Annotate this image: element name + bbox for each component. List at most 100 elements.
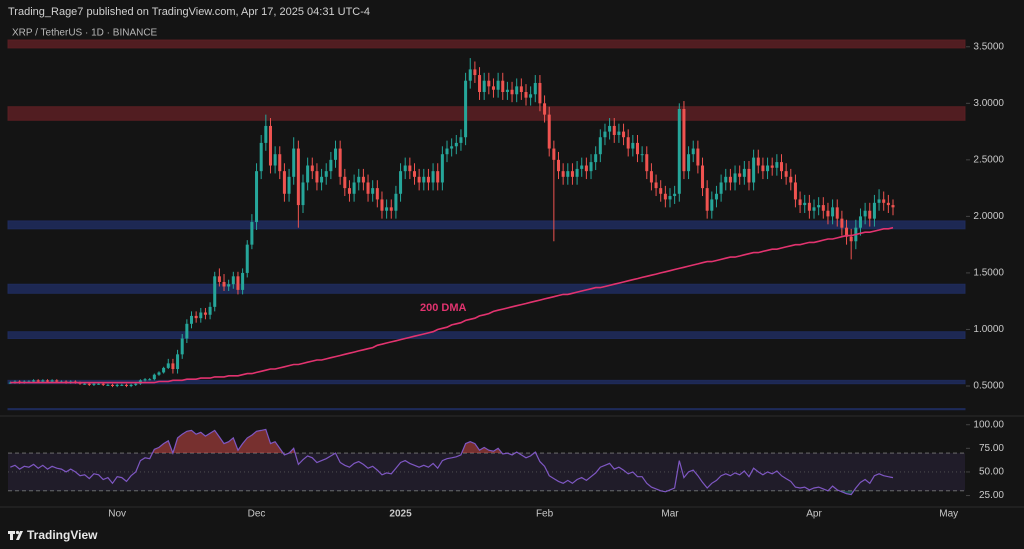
candle-body — [626, 137, 630, 149]
candle-body — [603, 131, 607, 138]
candle-body — [394, 193, 398, 211]
candle-body — [36, 380, 40, 382]
candle-body — [454, 142, 458, 147]
candle-body — [259, 142, 263, 172]
candle-body — [491, 86, 495, 90]
candle-body — [826, 210, 830, 217]
candle-body — [459, 137, 463, 143]
candle-body — [152, 374, 156, 380]
candle-body — [375, 188, 379, 200]
price-pane: 200 DMA — [7, 39, 966, 411]
candle-body — [264, 125, 268, 143]
candle-body — [608, 125, 612, 132]
candle-body — [111, 384, 115, 386]
candle-body — [371, 188, 375, 194]
candle-body — [868, 210, 872, 219]
candle-body — [529, 94, 533, 98]
candle-body — [882, 199, 886, 203]
candle-body — [519, 86, 523, 93]
candle-body — [403, 165, 407, 172]
candle-body — [677, 108, 681, 194]
y-tick-label: 1.5000 — [973, 268, 1004, 279]
candle-body — [189, 315, 194, 324]
candle-body — [821, 205, 825, 211]
candle-body — [143, 379, 147, 381]
candle-body — [761, 165, 765, 172]
candle-body — [255, 171, 259, 223]
candle-body — [50, 380, 54, 382]
candle-body — [863, 210, 867, 217]
candle-body — [134, 383, 138, 385]
candle-body — [803, 202, 807, 206]
candle-body — [742, 168, 746, 177]
candle-body — [129, 384, 133, 386]
candle-body — [543, 103, 547, 115]
candle-body — [97, 383, 101, 385]
candle-body — [422, 176, 426, 183]
candle-body — [473, 69, 477, 76]
candle-body — [478, 75, 482, 93]
candle-body — [464, 80, 468, 138]
candle-body — [450, 146, 454, 149]
candle-body — [570, 171, 574, 177]
y-tick-label: 2.0000 — [973, 211, 1004, 222]
candle-body — [87, 383, 91, 385]
overbought-fill — [152, 429, 536, 454]
candle-body — [580, 165, 584, 169]
candle-body — [770, 165, 774, 168]
candle-body — [547, 114, 551, 149]
candle-body — [747, 168, 751, 183]
candle-body — [45, 380, 49, 382]
price-zone — [7, 106, 966, 121]
candle-body — [426, 176, 430, 183]
candle-body — [752, 157, 756, 183]
candle-body — [399, 171, 403, 194]
candle-body — [766, 165, 770, 172]
rsi-band — [8, 453, 965, 491]
y-tick-label: 50.00 — [979, 467, 1004, 478]
candle-body — [101, 383, 105, 385]
candle-body — [589, 162, 593, 172]
candle-body — [510, 89, 514, 95]
candle-body — [845, 227, 849, 237]
candle-body — [296, 148, 300, 206]
candle-body — [714, 193, 718, 200]
candle-body — [278, 154, 282, 172]
candle-body — [83, 383, 87, 385]
candle-body — [779, 162, 784, 172]
candle-body — [728, 176, 732, 183]
candle-body — [320, 176, 324, 183]
candle-body — [412, 171, 417, 177]
candle-body — [858, 216, 862, 228]
rsi-pane — [8, 428, 965, 496]
candle-body — [645, 154, 649, 172]
candle-body — [217, 276, 221, 282]
candle-body — [673, 193, 677, 197]
candle-body — [324, 171, 328, 177]
candle-body — [199, 312, 203, 319]
candle-body — [538, 82, 542, 104]
candle-body — [654, 182, 658, 189]
candle-body — [436, 171, 440, 183]
candle-body — [831, 207, 835, 217]
candle-body — [807, 202, 811, 211]
candle-body — [115, 384, 119, 386]
candle-body — [649, 171, 653, 183]
candle-body — [315, 171, 319, 183]
moving-average-line — [10, 226, 894, 384]
candle-body — [408, 165, 412, 172]
candle-body — [533, 82, 537, 95]
candle-body — [575, 168, 579, 177]
candle-body — [148, 379, 152, 381]
candle-body — [719, 182, 723, 194]
candle-body — [738, 173, 742, 177]
y-tick-label: 2.5000 — [973, 154, 1004, 165]
candle-body — [203, 312, 207, 315]
candle-body — [561, 171, 565, 177]
candle-body — [594, 154, 598, 163]
candle-body — [213, 276, 217, 307]
y-tick-label: 75.00 — [979, 443, 1004, 454]
candle-body — [496, 80, 500, 90]
candle-body — [389, 207, 393, 211]
